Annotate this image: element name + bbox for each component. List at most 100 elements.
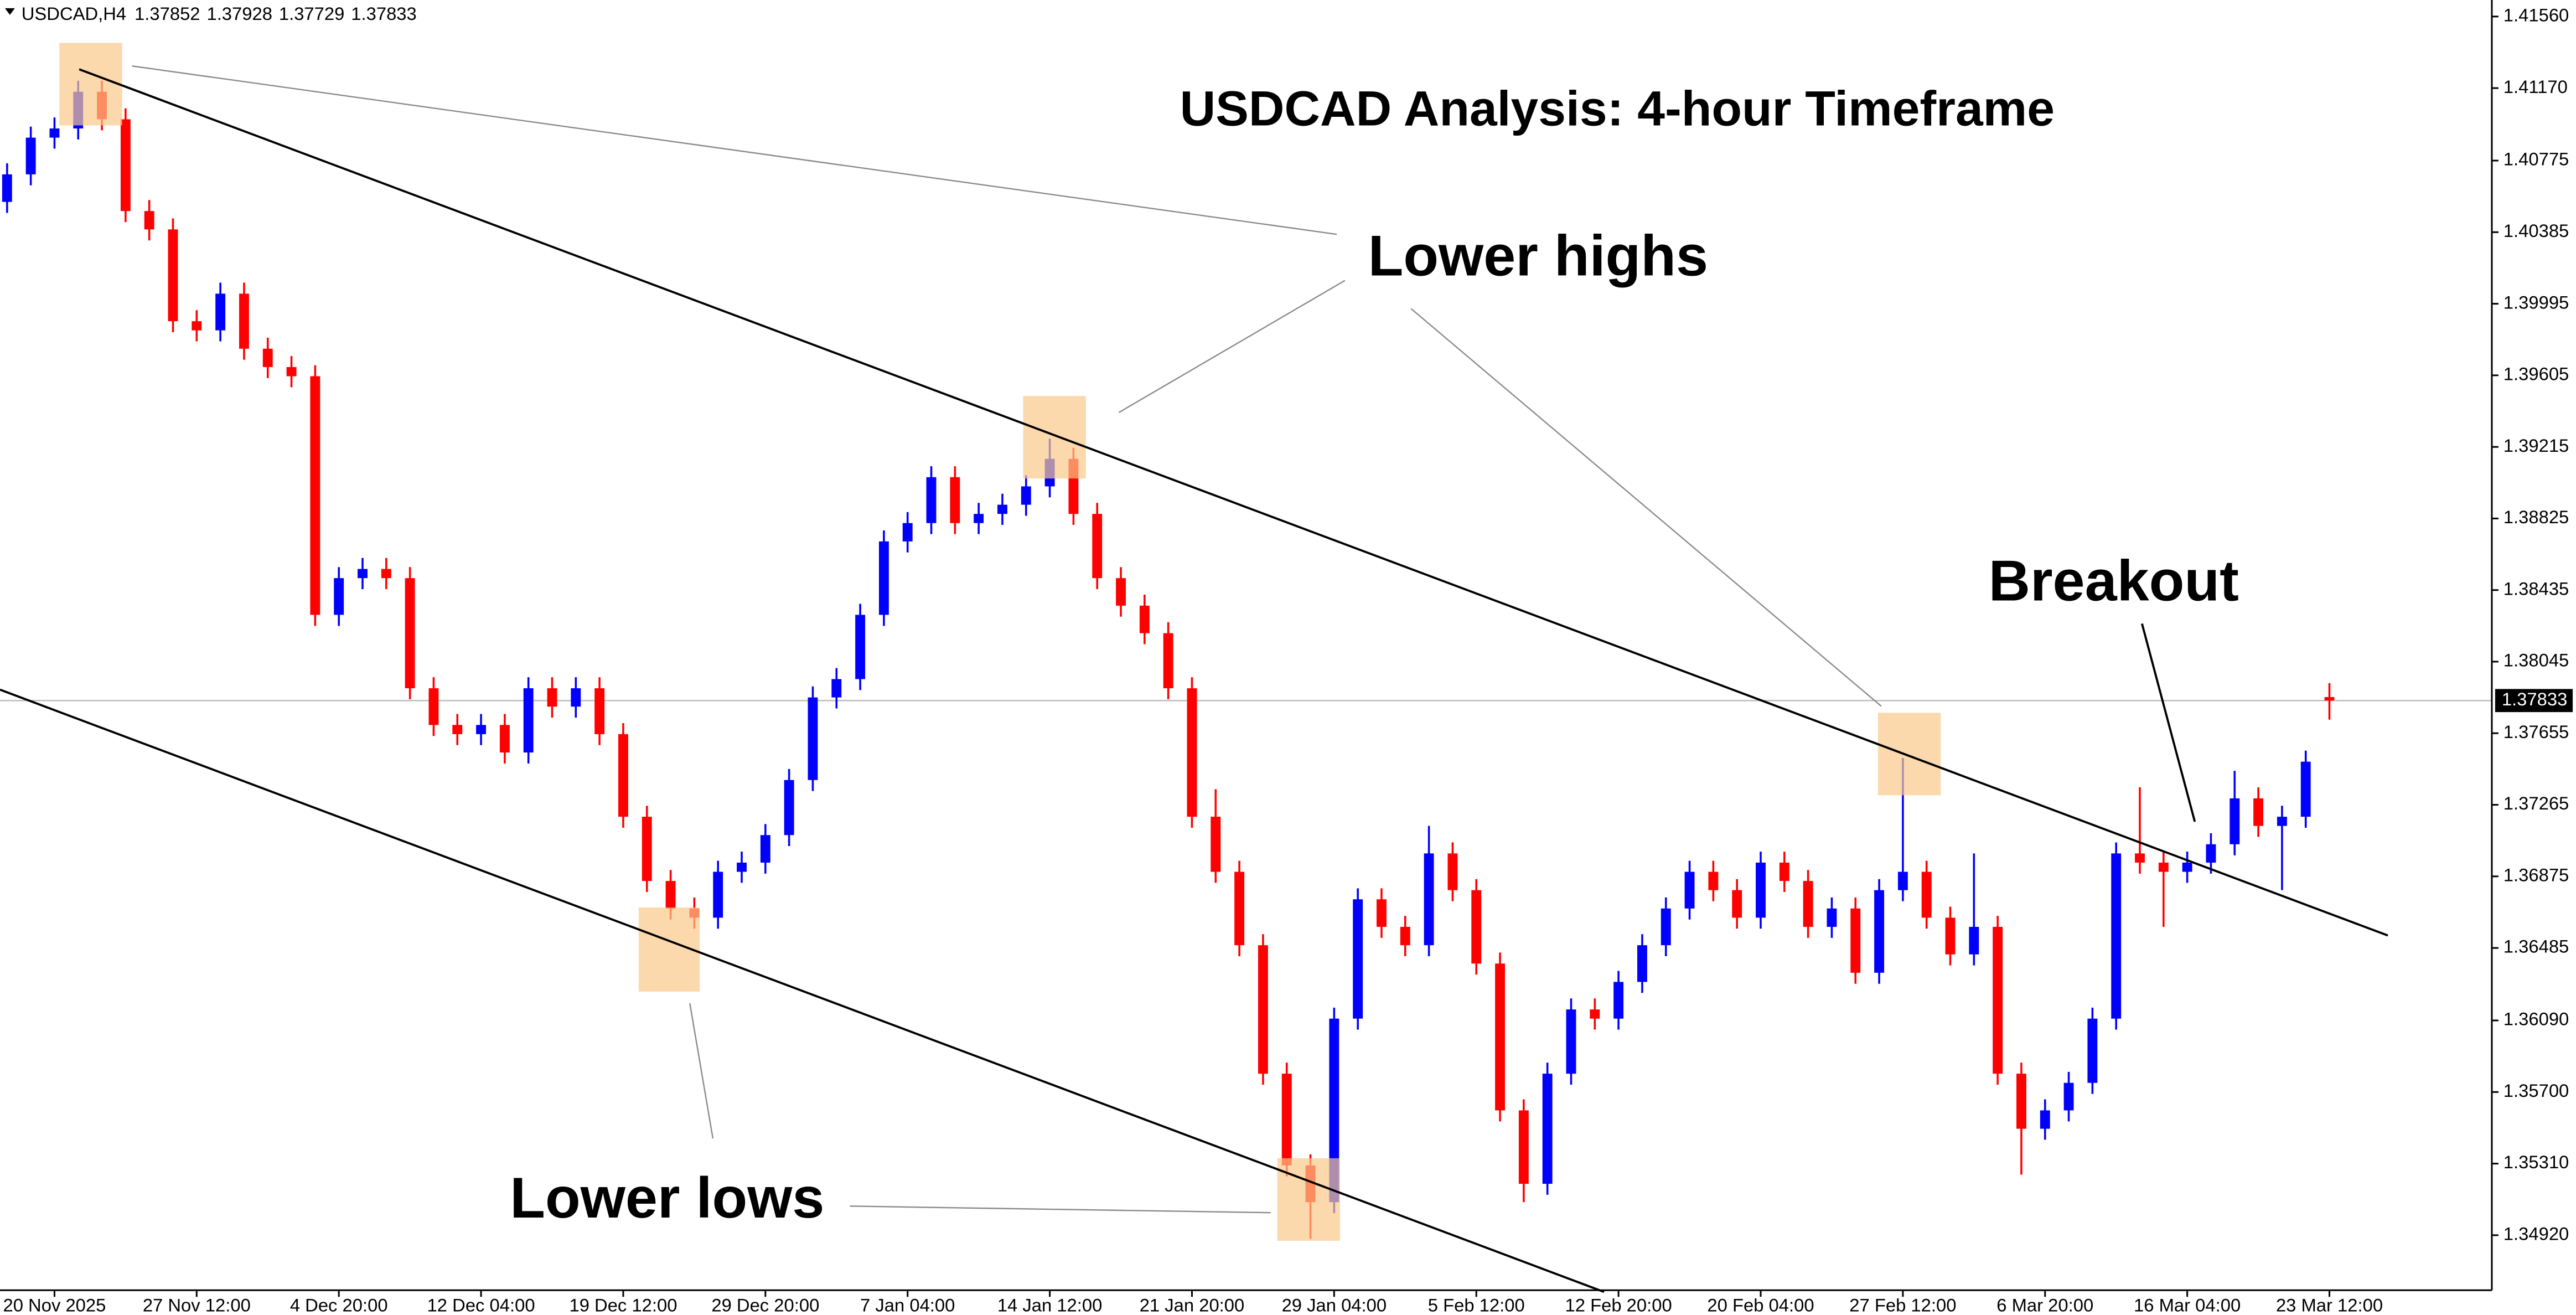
candle-body: [642, 817, 652, 881]
candle-body: [547, 688, 557, 707]
x-tick-label: 19 Dec 12:00: [569, 1295, 677, 1315]
candle-body: [1850, 908, 1861, 973]
candle-body: [428, 688, 439, 725]
x-tick-label: 20 Nov 2025: [3, 1295, 106, 1315]
candle-body: [1400, 926, 1410, 946]
candle-body: [2300, 761, 2311, 817]
x-tick-label: 5 Feb 12:00: [1428, 1295, 1525, 1315]
candle-body: [1827, 908, 1837, 927]
y-tick-label: 1.37265: [2503, 793, 2569, 813]
candle-body: [1613, 982, 1624, 1019]
header-open: 1.37852: [135, 3, 200, 23]
annotation-line: [689, 1003, 714, 1139]
candle-body: [878, 541, 889, 615]
x-tick-label: 27 Feb 12:00: [1849, 1295, 1956, 1315]
x-tick-label: 16 Mar 04:00: [2134, 1295, 2241, 1315]
candle-body: [2158, 862, 2169, 872]
candle-body: [310, 376, 320, 615]
candle-body: [2253, 798, 2264, 826]
y-tick-label: 1.36090: [2503, 1009, 2569, 1029]
x-tick-label: 12 Dec 04:00: [427, 1295, 535, 1315]
y-tick-label: 1.38435: [2503, 578, 2569, 599]
candle-body: [262, 348, 273, 367]
candle-body: [215, 293, 226, 331]
x-tick-label: 29 Dec 20:00: [711, 1295, 819, 1315]
candle-body: [1447, 853, 1458, 890]
candle-body: [950, 477, 960, 523]
x-tick-label: 27 Nov 12:00: [143, 1295, 251, 1315]
candle-body: [2277, 817, 2287, 826]
price-label-box: [2495, 689, 2573, 713]
candle-body: [523, 688, 534, 753]
candle-body: [168, 229, 178, 322]
candle-body: [1542, 1074, 1553, 1184]
y-tick-label: 1.37655: [2503, 721, 2569, 742]
x-tick-label: 6 Mar 20:00: [1996, 1295, 2093, 1315]
candle-body: [25, 137, 36, 174]
x-tick-label: 29 Jan 04:00: [1282, 1295, 1387, 1315]
candle-body: [2230, 798, 2240, 844]
x-tick-label: 14 Jan 12:00: [997, 1295, 1103, 1315]
annotation-line: [132, 65, 1337, 235]
highlight-box: [1877, 713, 1941, 796]
candle-body: [1684, 871, 1695, 909]
candle-body: [1021, 486, 1031, 505]
candle-body: [2, 174, 12, 202]
x-tick-label: 23 Mar 12:00: [2276, 1295, 2383, 1315]
candle-body: [1281, 1074, 1292, 1166]
candle-body: [737, 862, 747, 872]
x-tick-label: 12 Feb 20:00: [1565, 1295, 1672, 1315]
symbol: USDCAD,H4: [22, 3, 126, 23]
candle-body: [2040, 1110, 2050, 1129]
candle-body: [784, 780, 794, 836]
candle-body: [286, 367, 297, 377]
x-tick-label: 7 Jan 04:00: [860, 1295, 955, 1315]
candle-body: [120, 119, 131, 212]
candle-body: [1211, 817, 1221, 872]
y-tick-label: 1.39215: [2503, 435, 2569, 456]
candle-body: [1779, 862, 1789, 881]
candle-body: [2063, 1082, 2074, 1111]
candle-body: [499, 725, 510, 753]
trend-line: [79, 68, 2388, 937]
y-tick-label: 1.36875: [2503, 864, 2569, 885]
y-tick-label: 1.38825: [2503, 507, 2569, 527]
y-tick-label: 1.36485: [2503, 936, 2569, 957]
y-tick-label: 1.41170: [2503, 76, 2568, 97]
candle-body: [1921, 871, 1932, 918]
candle-body: [2324, 697, 2335, 701]
candle-body: [476, 725, 487, 734]
candle-body: [1637, 945, 1647, 982]
dropdown-icon: [4, 8, 15, 15]
annotation-line: [1410, 308, 1882, 707]
candle-body: [2016, 1074, 2026, 1129]
y-tick-label: 1.35310: [2503, 1152, 2569, 1172]
y-tick-label: 1.41560: [2503, 4, 2569, 25]
candle-body: [144, 211, 154, 230]
candle-body: [1116, 578, 1126, 606]
annotation-line: [850, 1205, 1271, 1214]
candle-body: [571, 688, 581, 707]
y-tick-label: 1.39605: [2503, 364, 2569, 384]
x-tick-label: 4 Dec 20:00: [290, 1295, 388, 1315]
candle-body: [855, 615, 866, 679]
candle-body: [49, 128, 60, 138]
header-low: 1.37729: [279, 3, 344, 23]
candle-body: [1708, 871, 1719, 890]
candle-body: [1518, 1110, 1529, 1184]
candle-body: [1377, 899, 1387, 927]
header-high: 1.37928: [206, 3, 272, 23]
candle-body: [713, 871, 723, 918]
candle-body: [358, 569, 368, 579]
candle-body: [405, 578, 415, 689]
chart-title: USDCAD Analysis: 4-hour Timeframe: [1180, 80, 2055, 136]
candle-body: [1329, 1018, 1339, 1203]
x-tick-label: 21 Jan 20:00: [1140, 1295, 1245, 1315]
annotation-line: [2141, 623, 2196, 822]
y-tick-label: 1.34920: [2503, 1224, 2569, 1244]
candle-body: [2087, 1018, 2098, 1083]
candle-body: [1353, 899, 1363, 1019]
annotation: Lower lows: [510, 1166, 824, 1230]
